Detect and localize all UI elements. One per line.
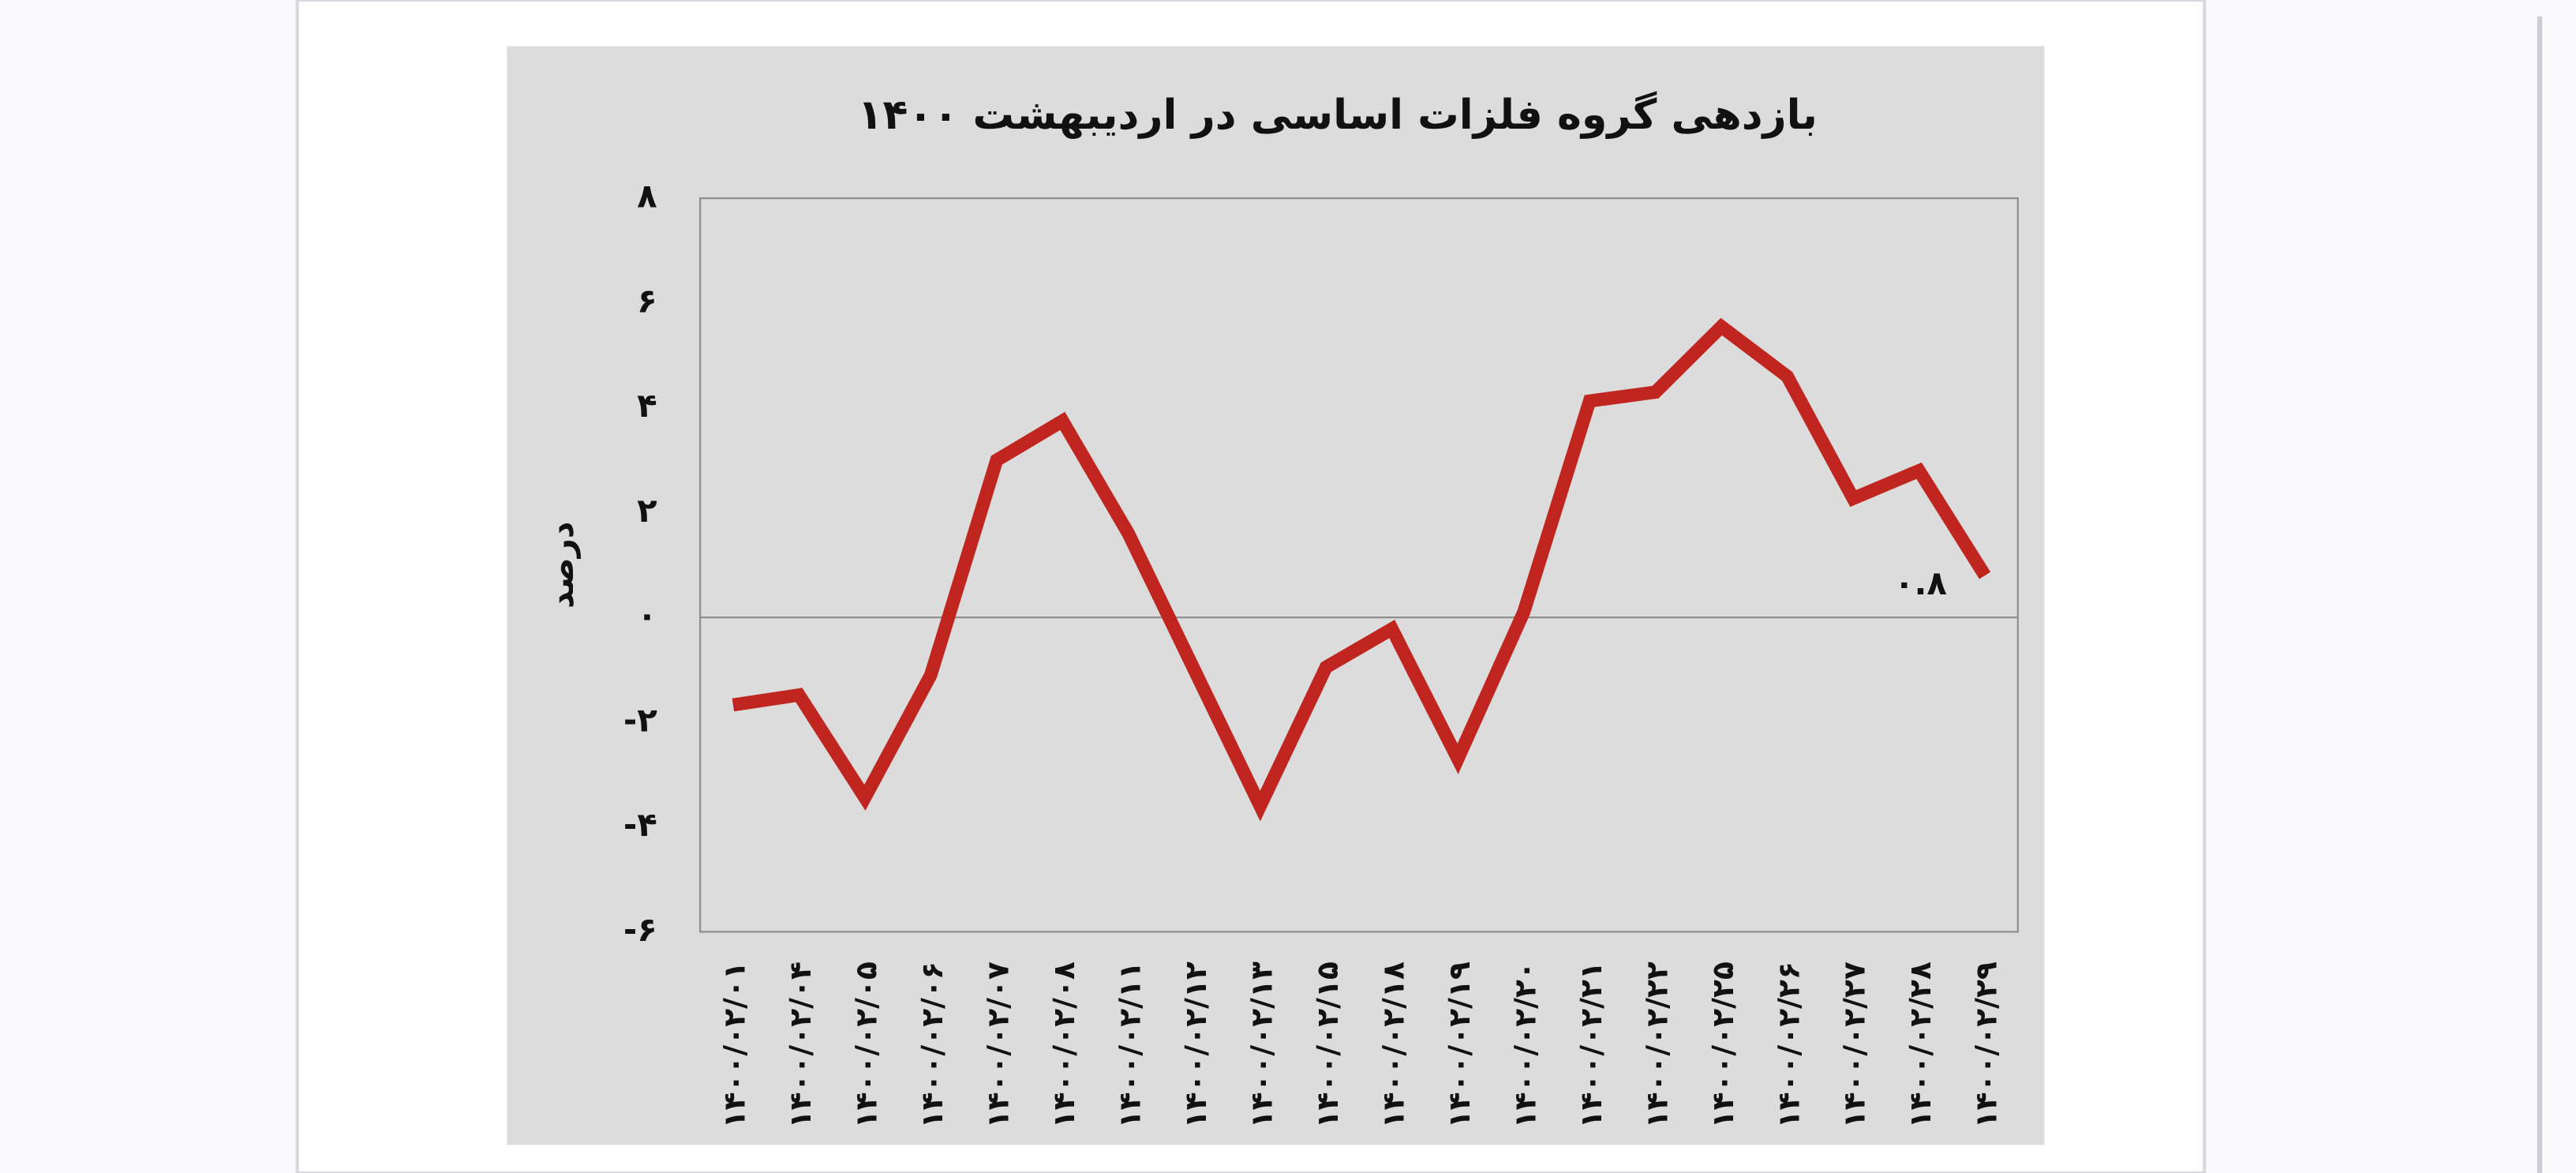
- data-line: [732, 317, 1991, 822]
- x-tick-label: ۱۴۰۰/۰۲/۲۵: [1705, 961, 1740, 1128]
- x-tick-label: ۱۴۰۰/۰۲/۱۸: [1376, 961, 1410, 1128]
- y-tick-label: -۴: [623, 805, 657, 844]
- x-tick-label: ۱۴۰۰/۰۲/۲۷: [1837, 961, 1872, 1128]
- x-tick-label: ۱۴۰۰/۰۲/۲۱: [1574, 961, 1608, 1128]
- y-axis-label: درصد: [542, 522, 581, 609]
- y-tick-label: ۶: [637, 281, 657, 320]
- x-tick-label: ۱۴۰۰/۰۲/۰۴: [783, 961, 818, 1128]
- x-tick-label: ۱۴۰۰/۰۲/۰۶: [915, 961, 949, 1128]
- chart-panel: [507, 46, 2045, 1145]
- chart-title: بازدهی گروه فلزات اساسی در اردیبهشت ۱۴۰۰: [858, 91, 1818, 139]
- x-tick-label: ۱۴۰۰/۰۲/۱۵: [1310, 961, 1345, 1128]
- x-tick-label: ۱۴۰۰/۰۲/۱۹: [1442, 961, 1477, 1128]
- x-tick-label: ۱۴۰۰/۰۲/۲۲: [1639, 961, 1674, 1128]
- y-tick-label: -۲: [623, 700, 657, 739]
- x-tick-label: ۱۴۰۰/۰۲/۱۱: [1112, 961, 1147, 1128]
- plot-area: [699, 197, 2019, 933]
- x-tick-label: ۱۴۰۰/۰۲/۰۵: [848, 961, 883, 1128]
- x-tick-label: ۱۴۰۰/۰۲/۱۳: [1244, 961, 1279, 1128]
- x-tick-label: ۱۴۰۰/۰۲/۰۱: [717, 961, 752, 1128]
- y-tick-label: ۰: [637, 596, 657, 635]
- y-tick-label: ۲: [637, 491, 657, 530]
- x-tick-label: ۱۴۰۰/۰۲/۲۰: [1507, 961, 1542, 1128]
- x-tick-label: ۱۴۰۰/۰۲/۰۷: [980, 961, 1015, 1128]
- y-tick-label: -۶: [623, 910, 657, 949]
- y-tick-label: ۸: [637, 177, 657, 215]
- y-tick-label: ۴: [637, 386, 657, 425]
- x-tick-label: ۱۴۰۰/۰۲/۲۹: [1969, 961, 2004, 1128]
- x-tick-label: ۱۴۰۰/۰۲/۲۶: [1771, 961, 1806, 1128]
- x-tick-label: ۱۴۰۰/۰۲/۰۸: [1046, 961, 1081, 1128]
- x-tick-label: ۱۴۰۰/۰۲/۱۲: [1178, 961, 1213, 1128]
- data-label: ۰.۸: [1894, 564, 1947, 602]
- x-tick-label: ۱۴۰۰/۰۲/۲۸: [1903, 961, 1938, 1128]
